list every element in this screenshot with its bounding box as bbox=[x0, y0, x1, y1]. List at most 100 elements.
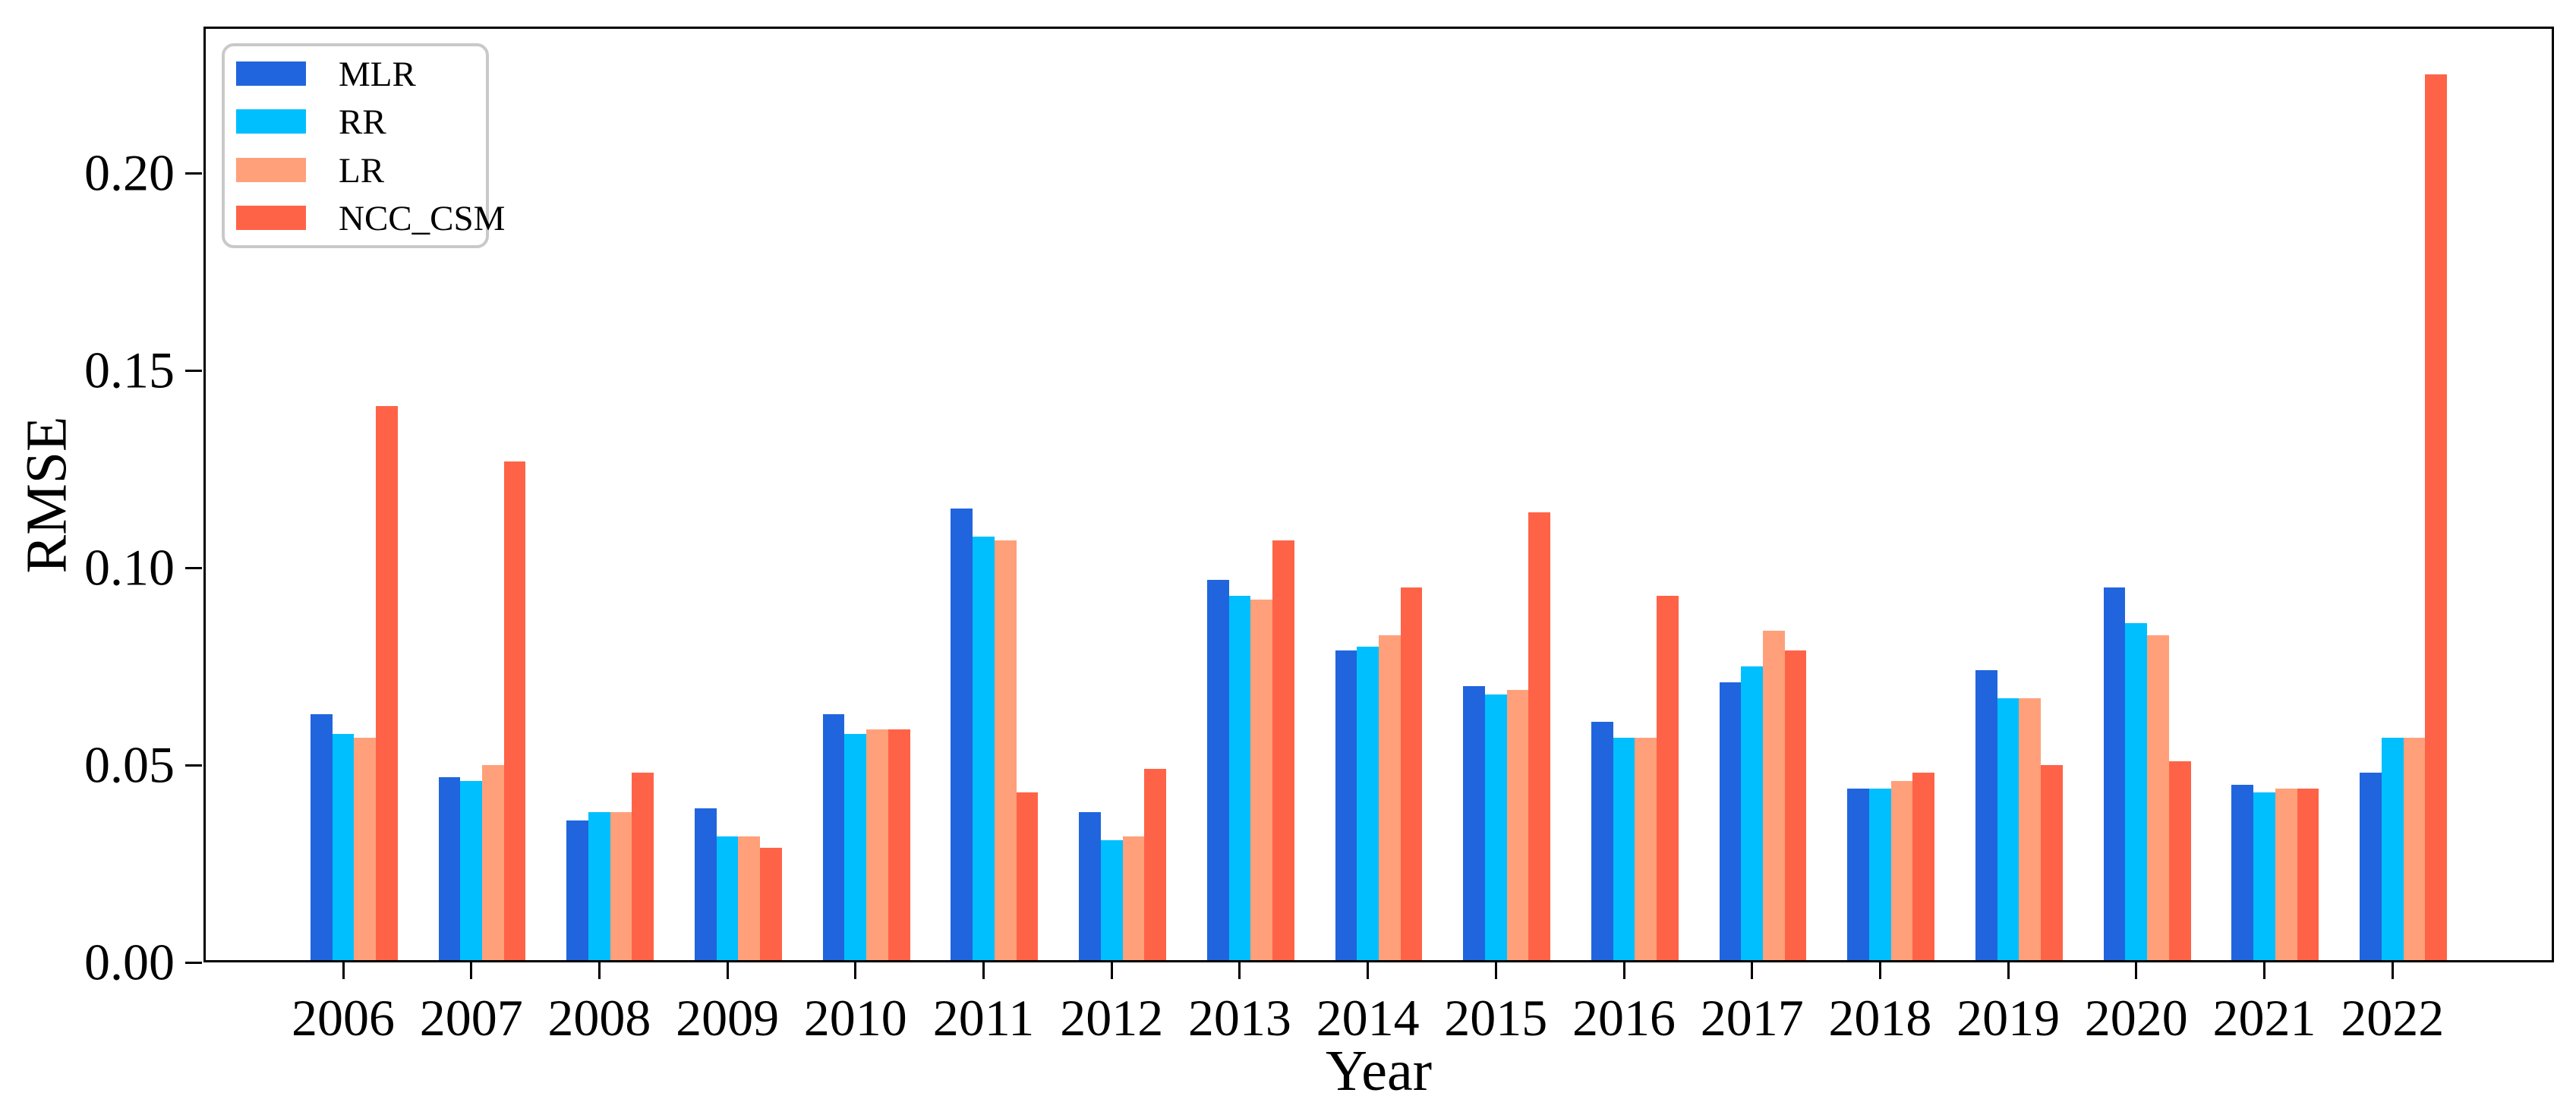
bar-MLR-2019 bbox=[1975, 670, 1997, 960]
x-tick-label: 2007 bbox=[419, 989, 523, 1047]
y-tick-mark bbox=[185, 369, 202, 372]
bar-RR-2010 bbox=[844, 733, 867, 960]
y-axis-title: RMSE bbox=[14, 416, 79, 573]
x-tick-mark bbox=[982, 962, 985, 979]
x-tick-mark bbox=[597, 962, 601, 979]
x-tick-label: 2013 bbox=[1187, 989, 1291, 1047]
legend-swatch-MLR bbox=[236, 61, 306, 86]
x-tick-mark bbox=[1878, 962, 1881, 979]
legend-label-RR: RR bbox=[339, 102, 386, 143]
x-tick-mark bbox=[1238, 962, 1241, 979]
bar-MLR-2011 bbox=[951, 509, 973, 960]
bar-MLR-2021 bbox=[2231, 785, 2254, 960]
bar-MLR-2017 bbox=[1719, 682, 1742, 960]
bar-LR-2008 bbox=[610, 812, 632, 960]
bar-RR-2022 bbox=[2381, 737, 2404, 960]
bar-NCC_CSM-2018 bbox=[1912, 773, 1935, 960]
bar-RR-2006 bbox=[332, 733, 355, 960]
bar-RR-2021 bbox=[2253, 792, 2275, 960]
bar-MLR-2022 bbox=[2360, 773, 2382, 960]
bar-LR-2013 bbox=[1250, 599, 1272, 960]
bar-LR-2018 bbox=[1890, 780, 1913, 960]
x-tick-label: 2017 bbox=[1700, 989, 1804, 1047]
bar-RR-2013 bbox=[1228, 595, 1251, 960]
y-tick-label: 0.10 bbox=[84, 538, 175, 597]
bar-RR-2014 bbox=[1357, 647, 1379, 960]
bar-MLR-2018 bbox=[1847, 789, 1870, 960]
bar-LR-2015 bbox=[1506, 690, 1529, 960]
bar-MLR-2006 bbox=[310, 713, 333, 960]
bar-MLR-2020 bbox=[2103, 587, 2126, 960]
bar-NCC_CSM-2022 bbox=[2425, 74, 2447, 960]
bar-NCC_CSM-2011 bbox=[1016, 792, 1039, 960]
bar-LR-2006 bbox=[354, 737, 377, 960]
bar-LR-2017 bbox=[1763, 631, 1785, 960]
bar-LR-2011 bbox=[994, 540, 1017, 960]
bar-RR-2018 bbox=[1869, 789, 1891, 960]
bar-RR-2020 bbox=[2125, 622, 2148, 960]
x-tick-label: 2008 bbox=[547, 989, 651, 1047]
y-tick-label: 0.05 bbox=[84, 735, 175, 794]
bar-NCC_CSM-2016 bbox=[1657, 595, 1679, 960]
bar-NCC_CSM-2013 bbox=[1272, 540, 1294, 960]
bar-NCC_CSM-2008 bbox=[632, 773, 654, 960]
bar-RR-2016 bbox=[1613, 737, 1635, 960]
y-tick-mark bbox=[185, 764, 202, 767]
x-tick-mark bbox=[1110, 962, 1113, 979]
bar-LR-2007 bbox=[482, 765, 504, 960]
x-tick-mark bbox=[854, 962, 857, 979]
x-tick-label: 2006 bbox=[292, 989, 395, 1047]
bar-NCC_CSM-2007 bbox=[503, 461, 526, 960]
legend-label-LR: LR bbox=[339, 150, 385, 191]
bar-NCC_CSM-2009 bbox=[760, 848, 782, 960]
legend-swatch-RR bbox=[236, 109, 306, 134]
x-tick-mark bbox=[342, 962, 345, 979]
x-tick-label: 2010 bbox=[803, 989, 907, 1047]
bar-NCC_CSM-2006 bbox=[376, 406, 398, 960]
legend: MLR RR LR NCC_CSM bbox=[222, 43, 505, 248]
bar-LR-2020 bbox=[2147, 635, 2169, 960]
bar-RR-2008 bbox=[588, 812, 610, 960]
x-tick-mark bbox=[2007, 962, 2010, 979]
x-tick-label: 2018 bbox=[1828, 989, 1932, 1047]
x-tick-mark bbox=[1494, 962, 1497, 979]
x-tick-mark bbox=[2391, 962, 2394, 979]
bar-NCC_CSM-2014 bbox=[1400, 587, 1423, 960]
x-tick-label: 2009 bbox=[676, 989, 780, 1047]
x-tick-label: 2014 bbox=[1316, 989, 1420, 1047]
bar-MLR-2016 bbox=[1591, 721, 1613, 960]
y-tick-mark bbox=[185, 566, 202, 569]
bar-NCC_CSM-2020 bbox=[2168, 761, 2191, 960]
x-tick-label: 2020 bbox=[2084, 989, 2188, 1047]
y-tick-label: 0.20 bbox=[84, 143, 175, 202]
bar-RR-2009 bbox=[716, 836, 739, 960]
bar-MLR-2012 bbox=[1079, 812, 1101, 960]
bar-MLR-2008 bbox=[566, 820, 589, 960]
legend-swatch-NCC_CSM bbox=[236, 205, 306, 230]
x-tick-mark bbox=[470, 962, 473, 979]
y-tick-mark bbox=[185, 172, 202, 175]
x-tick-label: 2021 bbox=[2212, 989, 2316, 1047]
x-tick-label: 2015 bbox=[1444, 989, 1548, 1047]
bar-LR-2019 bbox=[2019, 698, 2042, 960]
bar-NCC_CSM-2012 bbox=[1144, 769, 1166, 960]
x-tick-mark bbox=[2263, 962, 2265, 979]
bar-NCC_CSM-2017 bbox=[1784, 650, 1807, 960]
legend-label-MLR: MLR bbox=[339, 55, 416, 94]
x-axis-title: Year bbox=[1325, 1039, 1433, 1103]
bar-LR-2014 bbox=[1378, 635, 1401, 960]
x-tick-label: 2012 bbox=[1060, 989, 1164, 1047]
bar-RR-2007 bbox=[460, 780, 483, 960]
bar-RR-2011 bbox=[973, 536, 995, 960]
legend-label-NCC_CSM: NCC_CSM bbox=[339, 198, 506, 238]
y-tick-mark bbox=[185, 961, 202, 964]
bar-RR-2019 bbox=[1997, 698, 2019, 960]
bar-RR-2015 bbox=[1484, 694, 1507, 960]
bar-NCC_CSM-2015 bbox=[1528, 512, 1551, 960]
bar-LR-2022 bbox=[2403, 737, 2426, 960]
bar-LR-2021 bbox=[2275, 789, 2297, 960]
x-tick-mark bbox=[726, 962, 729, 979]
bar-MLR-2014 bbox=[1335, 650, 1357, 960]
bar-NCC_CSM-2021 bbox=[2297, 789, 2319, 960]
